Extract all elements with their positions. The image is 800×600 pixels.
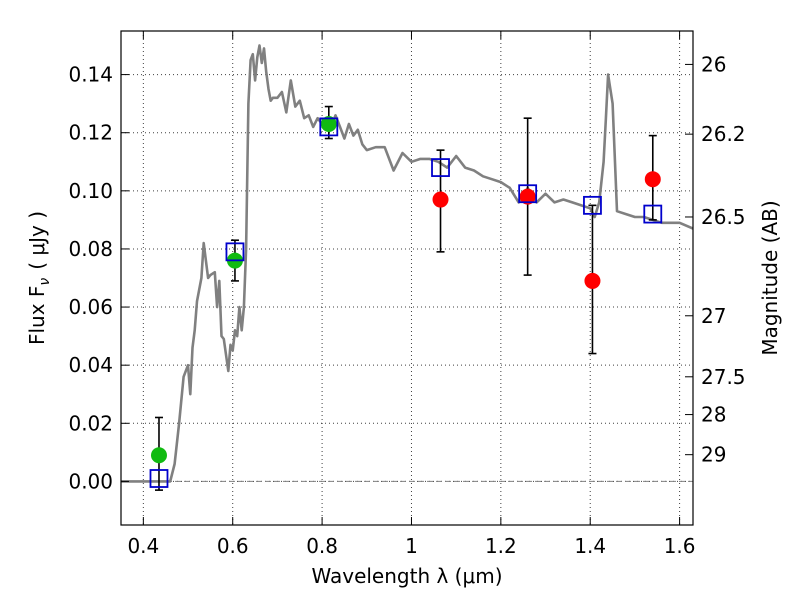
y-tick-label: 0.00 (68, 469, 113, 493)
right-tick-label: 29 (701, 443, 726, 467)
x-tick-label: 1.4 (574, 534, 606, 558)
x-axis-title: Wavelength λ (μm) (311, 564, 502, 588)
red-data-point (432, 191, 449, 208)
right-tick-label: 27 (701, 304, 726, 328)
red-data-point (519, 188, 536, 205)
x-tick-label: 0.4 (127, 534, 159, 558)
y-axis-title-subscript: ν (37, 278, 53, 286)
y-tick-label: 0.06 (68, 295, 113, 319)
plot-frame (120, 30, 694, 526)
y-axis-title: Flux Fν ( μJy ) (25, 211, 53, 345)
right-tick-label: 26 (701, 52, 726, 76)
model-band-square (583, 195, 602, 215)
model-band-square (518, 184, 538, 204)
y-tick-label: 0.08 (68, 237, 113, 261)
right-tick-label: 26.5 (701, 205, 746, 229)
x-tick-label: 0.6 (217, 534, 249, 558)
x-axis-ticks: 0.4 0.6 0.8 1 1.2 1.4 1.6 (127, 31, 696, 558)
green-data-point (320, 115, 337, 132)
x-tick-label: 1.6 (664, 534, 696, 558)
y-tick-label: 0.10 (68, 179, 113, 203)
points-layer (150, 115, 661, 464)
right-tick-label: 26.2 (701, 122, 746, 146)
red-data-point (644, 171, 661, 188)
model-band-square (149, 469, 169, 488)
y-axis-ticks: 0.00 0.02 0.04 0.06 0.08 0.10 0.12 0.14 (68, 63, 129, 493)
squares-layer (149, 117, 663, 488)
x-tick-label: 1 (405, 534, 418, 558)
y-axis-title-unit: ( μJy ) (25, 211, 49, 270)
svg-text:Flux Fν( μJy ): Flux Fν ( μJy ) (25, 211, 53, 345)
x-tick-label: 0.8 (306, 534, 338, 558)
y-tick-label: 0.12 (68, 121, 113, 145)
red-data-point (584, 272, 601, 289)
x-tick-label: 1.2 (485, 534, 517, 558)
right-tick-label: 27.5 (701, 365, 746, 389)
y-tick-label: 0.04 (68, 353, 113, 377)
model-band-square (431, 158, 450, 177)
y-tick-label: 0.14 (68, 63, 113, 87)
y-axis-title-main: Flux F (25, 286, 49, 345)
right-axis-ticks: 26 26.2 26.5 27 27.5 28 29 (685, 52, 746, 467)
green-data-point (150, 447, 167, 464)
model-band-square (319, 117, 339, 137)
model-band-square (643, 204, 663, 224)
grid-layer (121, 31, 693, 525)
model-band-square (225, 242, 245, 262)
right-axis-title: Magnitude (AB) (758, 200, 782, 355)
y-tick-label: 0.02 (68, 411, 113, 435)
right-tick-label: 28 (701, 403, 726, 427)
plot-area (121, 44, 693, 491)
